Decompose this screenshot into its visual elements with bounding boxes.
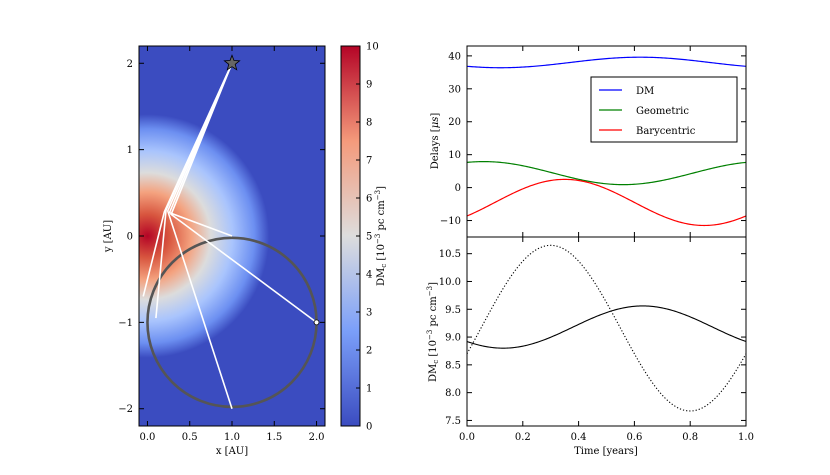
delays-plot: −10 0 10 20 30 40 Delays [μs] DM Geometric Ba… xyxy=(430,45,747,238)
dm-series-dotted xyxy=(467,244,746,412)
observer-marker xyxy=(313,319,320,326)
colorbar: 0 1 2 3 4 5 6 7 8 9 10 DMc [10−3 pc cm−3] xyxy=(340,42,388,433)
dm-ytick-label: 9.0 xyxy=(445,333,461,344)
delays-ytick-label: 0 xyxy=(455,183,461,194)
dm-ytick-label: 10.0 xyxy=(439,277,461,288)
map-ytick-label: −1 xyxy=(118,318,133,329)
legend-label-dm: DM xyxy=(636,86,654,97)
delays-ytick-label: 40 xyxy=(448,51,461,62)
map-ytick-label: 0 xyxy=(127,232,133,243)
colorbar-tick-label: 0 xyxy=(366,422,372,433)
legend: DM Geometric Barycentric xyxy=(590,76,738,143)
orbit-map: 0.0 0.5 1.0 1.5 2.0 −2 −1 0 1 2 x [AU] y [AU] xyxy=(103,45,326,457)
dm-xtick-label: 0.2 xyxy=(515,432,531,443)
legend-label-geometric: Geometric xyxy=(636,106,689,117)
dm-ylabel: DMc [10−3 pc cm−3] xyxy=(426,282,440,382)
colorbar-tick-label: 9 xyxy=(366,80,372,91)
colorbar-tick-label: 4 xyxy=(366,270,372,281)
map-ytick-label: 1 xyxy=(127,145,133,156)
dm-series-solid xyxy=(467,305,746,349)
colorbar-tick-label: 6 xyxy=(366,194,372,205)
dm-xtick-label: 0.6 xyxy=(626,432,642,443)
delays-ytick-label: 30 xyxy=(448,84,461,95)
map-ticks: 0.0 0.5 1.0 1.5 2.0 −2 −1 0 1 2 xyxy=(118,46,325,443)
star-icon xyxy=(223,54,241,71)
dm-ticks: 0.0 0.2 0.4 0.6 0.8 1.0 7.5 8.0 8.5 9.0 9.5 10.0 10.… xyxy=(439,237,754,443)
dm-ytick-label: 8.0 xyxy=(445,388,461,399)
dm-xtick-label: 1.0 xyxy=(738,432,754,443)
colorbar-tick-label: 7 xyxy=(366,156,372,167)
colorbar-ticks: 0 1 2 3 4 5 6 7 8 9 10 xyxy=(356,42,379,433)
dm-ytick-label: 10.5 xyxy=(439,249,461,260)
dm-ytick-label: 7.5 xyxy=(445,416,461,427)
dm-xlabel: Time [years] xyxy=(574,446,638,457)
series-line-barycentric xyxy=(467,178,746,227)
delays-ticks: −10 0 10 20 30 40 xyxy=(440,46,747,237)
map-xlabel: x [AU] xyxy=(216,446,248,457)
dm-xtick-label: 0.8 xyxy=(682,432,698,443)
dm-ytick-label: 8.5 xyxy=(445,360,461,371)
light-rays xyxy=(142,62,318,409)
map-xtick-label: 0.0 xyxy=(140,432,156,443)
series-line-geometric xyxy=(467,160,746,186)
dm-ytick-label: 9.5 xyxy=(445,305,461,316)
delays-ylabel: Delays [μs] xyxy=(430,113,441,170)
colorbar-tick-label: 3 xyxy=(366,308,372,319)
dm-xtick-label: 0.4 xyxy=(571,432,587,443)
delays-ytick-label: 10 xyxy=(448,150,461,161)
colorbar-tick-label: 5 xyxy=(366,232,372,243)
delays-ytick-label: 20 xyxy=(448,117,461,128)
map-xtick-label: 0.5 xyxy=(182,432,198,443)
map-ytick-label: 2 xyxy=(127,59,133,70)
map-xtick-label: 1.0 xyxy=(224,432,240,443)
dm-time-plot: 0.0 0.2 0.4 0.6 0.8 1.0 7.5 8.0 8.5 9.0 9.5 10.0 10.… xyxy=(426,236,754,457)
colorbar-tick-label: 8 xyxy=(366,118,372,129)
map-ytick-label: −2 xyxy=(118,404,133,415)
dm-xtick-label: 0.0 xyxy=(459,432,475,443)
colorbar-label: DMc [10−3 pc cm−3] xyxy=(374,186,388,286)
colorbar-tick-label: 1 xyxy=(366,384,372,395)
map-xtick-label: 2.0 xyxy=(309,432,325,443)
map-ylabel: y [AU] xyxy=(103,220,114,253)
colorbar-tick-label: 10 xyxy=(366,42,379,53)
light-ray-4 xyxy=(170,62,318,324)
map-xtick-label: 1.5 xyxy=(266,432,282,443)
series-line-dm xyxy=(467,56,746,69)
dm-frame xyxy=(466,236,747,427)
legend-label-barycentric: Barycentric xyxy=(636,126,696,137)
delays-ytick-label: −10 xyxy=(440,216,461,227)
colorbar-tick-label: 2 xyxy=(366,346,372,357)
